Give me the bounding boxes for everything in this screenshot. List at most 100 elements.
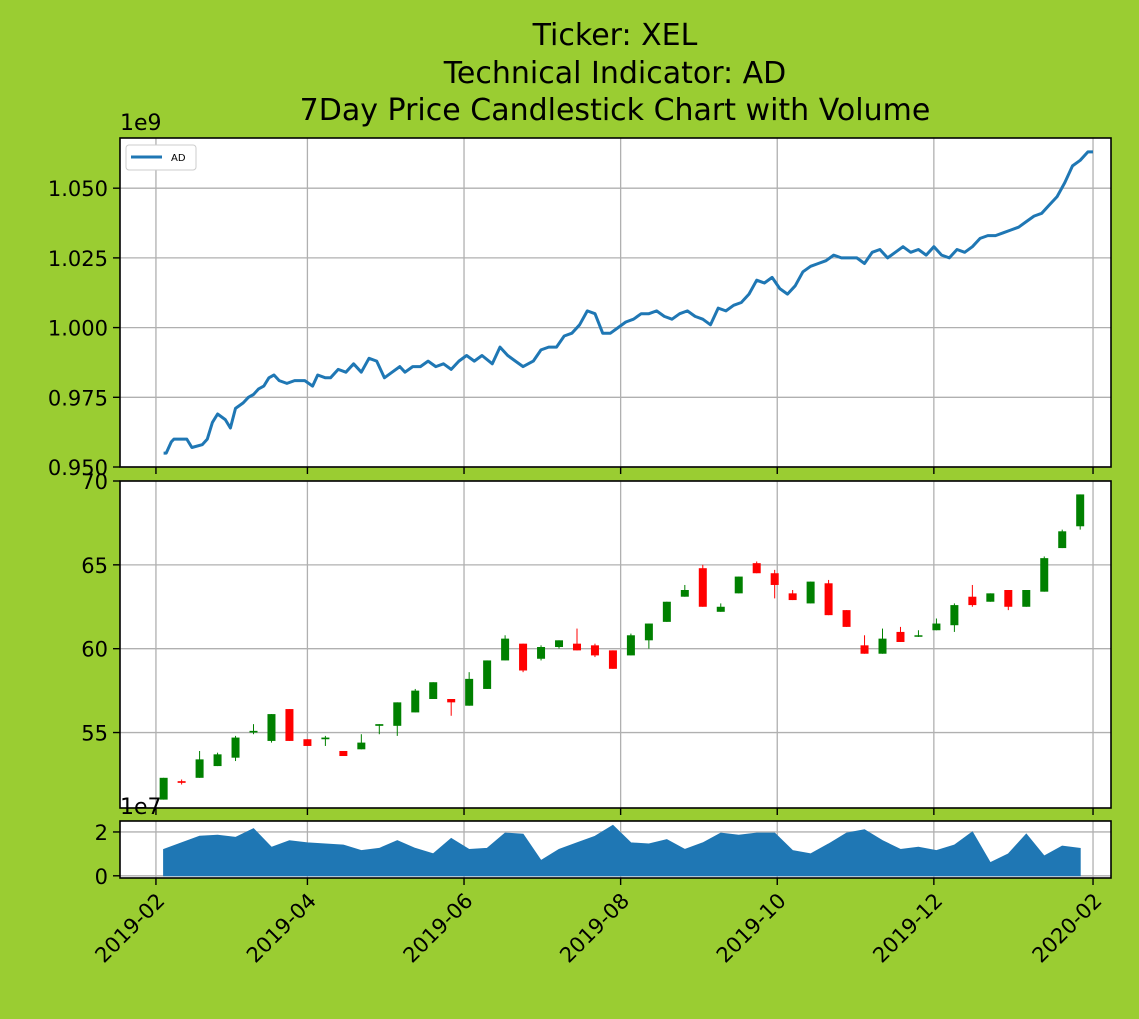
candle-body	[447, 699, 456, 703]
candle-y-tick-label: 55	[81, 722, 108, 746]
candle	[321, 735, 330, 746]
x-tick-label: 2019-12	[868, 889, 947, 968]
candle	[806, 581, 815, 604]
candle	[393, 702, 402, 736]
candle	[716, 603, 725, 612]
ad-gridlines	[120, 138, 1111, 468]
candle-body	[914, 635, 923, 637]
volume-y-tick-label: 2	[95, 821, 108, 845]
candle-body	[986, 593, 995, 602]
candle-body	[213, 754, 222, 767]
candle-body	[590, 645, 599, 656]
ad-series	[163, 150, 1093, 455]
candle-body	[195, 759, 204, 778]
title-line-2: Technical Indicator: AD	[443, 56, 787, 91]
candle-series	[159, 494, 1085, 800]
candle	[878, 628, 887, 654]
candle-body	[1058, 531, 1067, 549]
candle	[195, 750, 204, 778]
x-tick-label: 2019-02	[90, 889, 169, 968]
x-tick-label: 2019-08	[555, 889, 634, 968]
candle-body	[932, 623, 941, 631]
volume-frame	[119, 820, 1112, 879]
candle	[842, 610, 851, 627]
volume-series	[163, 824, 1081, 877]
candle	[537, 645, 546, 661]
volume-panel: 02 2019-02 2019-04 2019-06 2019-08 2019-10 20…	[90, 795, 1112, 968]
candle	[734, 576, 743, 594]
candle-body	[285, 709, 294, 741]
candle-body	[896, 631, 905, 642]
candle-plot-area	[120, 481, 1111, 808]
candle	[483, 660, 492, 689]
ad-legend: AD	[125, 144, 197, 171]
x-tick-label: 2020-02	[1028, 889, 1107, 968]
candle	[1022, 590, 1031, 607]
candle	[357, 734, 366, 750]
x-tick-label: 2019-04	[242, 889, 321, 968]
ad-y-tick-label: 0.975	[48, 386, 108, 410]
candle	[788, 590, 797, 601]
candle-y-tick-label: 65	[81, 554, 108, 578]
volume-y-tick-label: 0	[95, 865, 108, 889]
candle-body	[339, 750, 348, 757]
candle	[968, 584, 977, 607]
ad-x-gridlines	[155, 138, 1094, 467]
candle	[447, 699, 456, 716]
candle	[932, 618, 941, 631]
candle	[249, 724, 258, 735]
ad-y-tick-label: 1.000	[48, 317, 108, 341]
candle-frame	[119, 480, 1112, 809]
candle	[339, 750, 348, 757]
candle-x-gridlines	[155, 481, 1094, 808]
candle-body	[572, 643, 581, 651]
ad-x-ticks	[155, 467, 1094, 474]
candle-body	[626, 635, 635, 656]
candle	[465, 672, 474, 706]
candle-x-ticks	[155, 808, 1094, 815]
candle-body	[1022, 590, 1031, 607]
candle-body	[752, 563, 761, 574]
candle-body	[698, 568, 707, 607]
candle	[375, 724, 384, 735]
candle-y-axis: 55 60 65 70	[81, 470, 120, 746]
candle-body	[519, 643, 528, 671]
volume-multiplier-label: 1e7	[120, 795, 162, 820]
candle	[914, 630, 923, 637]
candle-body	[555, 640, 564, 648]
candle-body	[842, 610, 851, 627]
candle	[950, 603, 959, 632]
candle-body	[303, 739, 312, 746]
candle-body	[321, 737, 330, 740]
volume-area	[163, 824, 1081, 877]
candle	[1004, 590, 1013, 611]
volume-y-axis: 02	[95, 821, 120, 889]
candle	[770, 569, 779, 599]
candle-body	[878, 638, 887, 654]
candle-body	[950, 605, 959, 626]
ad-frame	[119, 137, 1112, 468]
ad-y-tick-label: 0.950	[48, 456, 108, 480]
candle	[267, 714, 276, 743]
candle-body	[1076, 494, 1085, 527]
candle	[698, 564, 707, 607]
candle	[608, 650, 617, 669]
candle	[824, 579, 833, 616]
candle-body	[267, 714, 276, 741]
candle	[411, 688, 420, 713]
candle	[1076, 494, 1085, 530]
candle-body	[159, 777, 168, 800]
candle-body	[824, 583, 833, 616]
candle-body	[770, 573, 779, 585]
candle-body	[1004, 590, 1013, 607]
ad-line	[163, 150, 1093, 455]
candle	[1040, 556, 1049, 592]
x-tick-label: 2019-10	[712, 889, 791, 968]
candle-body	[177, 781, 186, 783]
title-line-3: 7Day Price Candlestick Chart with Volume	[300, 93, 931, 128]
candle-body	[860, 645, 869, 654]
candle-body	[537, 647, 546, 659]
candle	[555, 640, 564, 649]
candle	[231, 735, 240, 762]
candle-body	[680, 590, 689, 597]
